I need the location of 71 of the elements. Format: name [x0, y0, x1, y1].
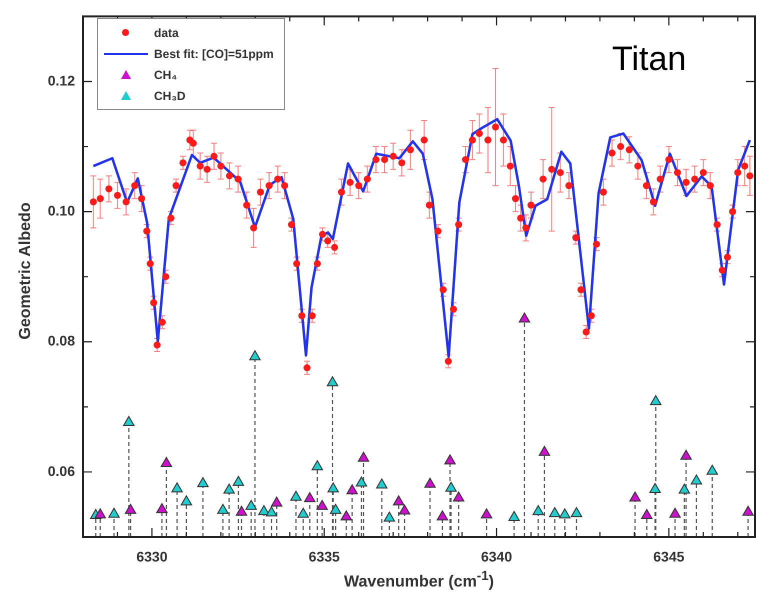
- x-tick-label: 6330: [136, 548, 168, 564]
- point: [629, 491, 641, 502]
- point: [669, 508, 681, 518]
- point: [508, 510, 520, 521]
- legend-label: data: [154, 26, 179, 40]
- point: [123, 416, 135, 426]
- point: [232, 476, 244, 486]
- point: [384, 512, 396, 522]
- point: [160, 456, 172, 467]
- y-axis-title: Geometric Albedo: [17, 202, 35, 340]
- point: [266, 506, 278, 516]
- y-tick-label: 0.08: [48, 332, 76, 349]
- point: [538, 446, 550, 456]
- point: [108, 508, 120, 518]
- point: [680, 450, 692, 460]
- y-tick-label: 0.12: [48, 72, 76, 88]
- point: [452, 491, 464, 502]
- point: [392, 495, 404, 506]
- x-tick-label: 6345: [653, 548, 685, 564]
- point: [690, 474, 702, 485]
- point: [518, 312, 530, 322]
- point: [245, 500, 257, 510]
- point: [94, 508, 106, 518]
- point: [180, 495, 192, 506]
- point: [312, 460, 324, 470]
- point: [156, 503, 168, 514]
- point: [290, 490, 302, 501]
- legend-label: CH₃D: [154, 88, 186, 102]
- point: [304, 492, 316, 502]
- x-tick-label: 6335: [308, 548, 340, 564]
- x-tick-label: 6340: [480, 548, 512, 564]
- point: [480, 508, 492, 518]
- point: [249, 350, 261, 360]
- point: [424, 478, 436, 488]
- y-tick-label: 0.10: [48, 202, 76, 218]
- point: [445, 482, 457, 492]
- point: [197, 477, 209, 488]
- x-axis-title: Wavenumber (cm$^{-1}$): [343, 568, 495, 592]
- point: [742, 506, 754, 516]
- point: [649, 482, 661, 493]
- point: [641, 509, 652, 520]
- point: [270, 496, 282, 507]
- legend-label: Best fit: [CO]=51ppm: [154, 46, 274, 60]
- point: [223, 484, 235, 494]
- y-tick-label: 0.06: [48, 462, 76, 479]
- point: [356, 476, 368, 486]
- point: [327, 482, 339, 492]
- point: [346, 484, 358, 494]
- point: [650, 395, 662, 406]
- point: [398, 504, 410, 514]
- point: [444, 454, 456, 464]
- point: [376, 478, 388, 488]
- point: [330, 504, 342, 514]
- point: [124, 504, 136, 514]
- point: [570, 507, 582, 518]
- point: [316, 500, 328, 510]
- legend-label: CH₄: [154, 68, 178, 82]
- point: [436, 510, 448, 520]
- point: [358, 452, 370, 462]
- point: [549, 507, 560, 518]
- point: [340, 510, 352, 520]
- annotation: Titan: [612, 40, 686, 79]
- point: [298, 508, 309, 518]
- point: [236, 506, 248, 516]
- point: [326, 376, 338, 386]
- point: [678, 484, 690, 494]
- point: [171, 482, 183, 492]
- point: [532, 505, 544, 516]
- point: [217, 504, 229, 514]
- point: [706, 464, 718, 475]
- point: [559, 508, 570, 518]
